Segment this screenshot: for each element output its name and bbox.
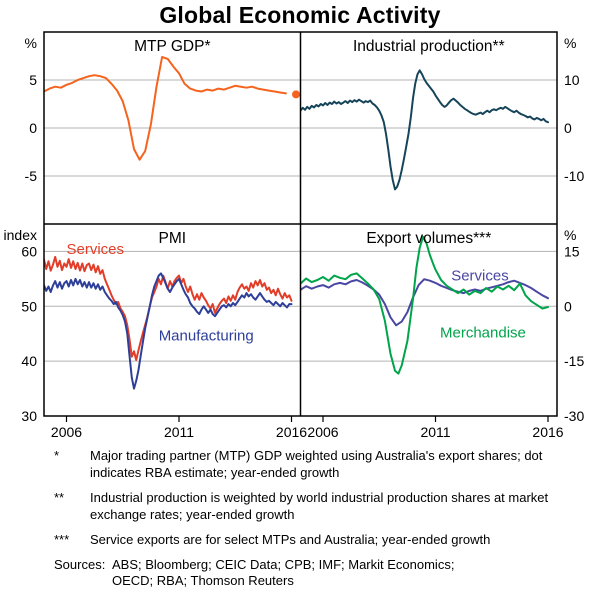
series-line-manufacturing bbox=[44, 272, 293, 390]
y-tick-label: 10 bbox=[564, 72, 580, 88]
x-tick-label: 2016 bbox=[276, 424, 307, 440]
panel-title-pmi: PMI bbox=[159, 230, 187, 247]
y-tick-label: -5 bbox=[25, 168, 38, 184]
axis-unit-label: % bbox=[25, 35, 37, 51]
panel-title-mtp-gdp: MTP GDP* bbox=[134, 38, 210, 55]
sources-label: Sources: bbox=[54, 556, 106, 572]
series-line-industrial-production bbox=[300, 69, 549, 191]
chart-title: Global Economic Activity bbox=[159, 2, 441, 28]
footnotes: * Major trading partner (MTP) GDP weighte… bbox=[54, 448, 570, 548]
x-tick-label: 2016 bbox=[532, 424, 563, 440]
series-line-mtp-gdp bbox=[44, 56, 287, 161]
series-label-services: Services bbox=[67, 241, 125, 258]
y-tick-label: 5 bbox=[29, 72, 37, 88]
y-tick-label: 40 bbox=[21, 353, 37, 369]
x-tick-label: 2006 bbox=[307, 424, 338, 440]
y-tick-label: 0 bbox=[564, 120, 572, 136]
footnote-row: * Major trading partner (MTP) GDP weighte… bbox=[54, 448, 570, 482]
panel-title-industrial-production: Industrial production** bbox=[353, 38, 505, 55]
y-tick-label: 50 bbox=[21, 298, 37, 314]
x-tick-label: 2011 bbox=[164, 424, 194, 440]
footnote-marker: * bbox=[54, 448, 60, 464]
rba-estimate-dot bbox=[292, 90, 300, 99]
y-tick-label: 0 bbox=[564, 298, 572, 314]
footnote-text: Service exports are for select MTPs and … bbox=[90, 531, 491, 547]
series-line-export-services bbox=[300, 278, 549, 327]
axis-unit-label: % bbox=[564, 227, 576, 243]
footnote-text: Major trading partner (MTP) GDP weighted… bbox=[90, 448, 543, 481]
series-line-merchandise bbox=[300, 235, 549, 375]
y-tick-label: 15 bbox=[564, 244, 580, 260]
global-economic-activity-chart: 50-5% MTP GDP*100-10%Industrial productio… bbox=[4, 31, 584, 440]
x-tick-label: 2006 bbox=[51, 424, 82, 440]
series-line-services bbox=[44, 256, 293, 362]
footnote-marker: ** bbox=[54, 489, 65, 505]
footnote-marker: *** bbox=[54, 531, 70, 547]
axis-unit-label: % bbox=[564, 35, 576, 51]
series-label-services: Services bbox=[451, 268, 509, 285]
y-tick-label: 30 bbox=[21, 408, 37, 424]
sources-line: Sources: ABS; Bloomberg; CEIC Data; CPB;… bbox=[54, 557, 570, 591]
x-tick-label: 2011 bbox=[420, 424, 450, 440]
y-tick-label: 60 bbox=[21, 244, 37, 260]
footnote-text: Industrial production is weighted by wor… bbox=[90, 489, 549, 522]
series-label-manufacturing: Manufacturing bbox=[159, 327, 254, 344]
footnote-row: ** Industrial production is weighted by w… bbox=[54, 490, 570, 524]
chart-page: Global Economic Activity 5 0 -5% MTP GDP* 10… bbox=[0, 3, 600, 590]
footnote-row: *** Service exports are for select MTPs a… bbox=[54, 532, 570, 549]
y-tick-label: -30 bbox=[564, 408, 584, 424]
series-label-merchandise: Merchandise bbox=[440, 325, 526, 342]
y-tick-label: -10 bbox=[564, 168, 584, 184]
panel-title-export-volumes: Export volumes*** bbox=[366, 230, 491, 247]
axis-unit-label: index bbox=[4, 227, 37, 243]
y-tick-label: 0 bbox=[29, 120, 37, 136]
sources-text: ABS; Bloomberg; CEIC Data; CPB; IMF; Mar… bbox=[112, 556, 455, 589]
y-tick-label: -15 bbox=[564, 353, 584, 369]
